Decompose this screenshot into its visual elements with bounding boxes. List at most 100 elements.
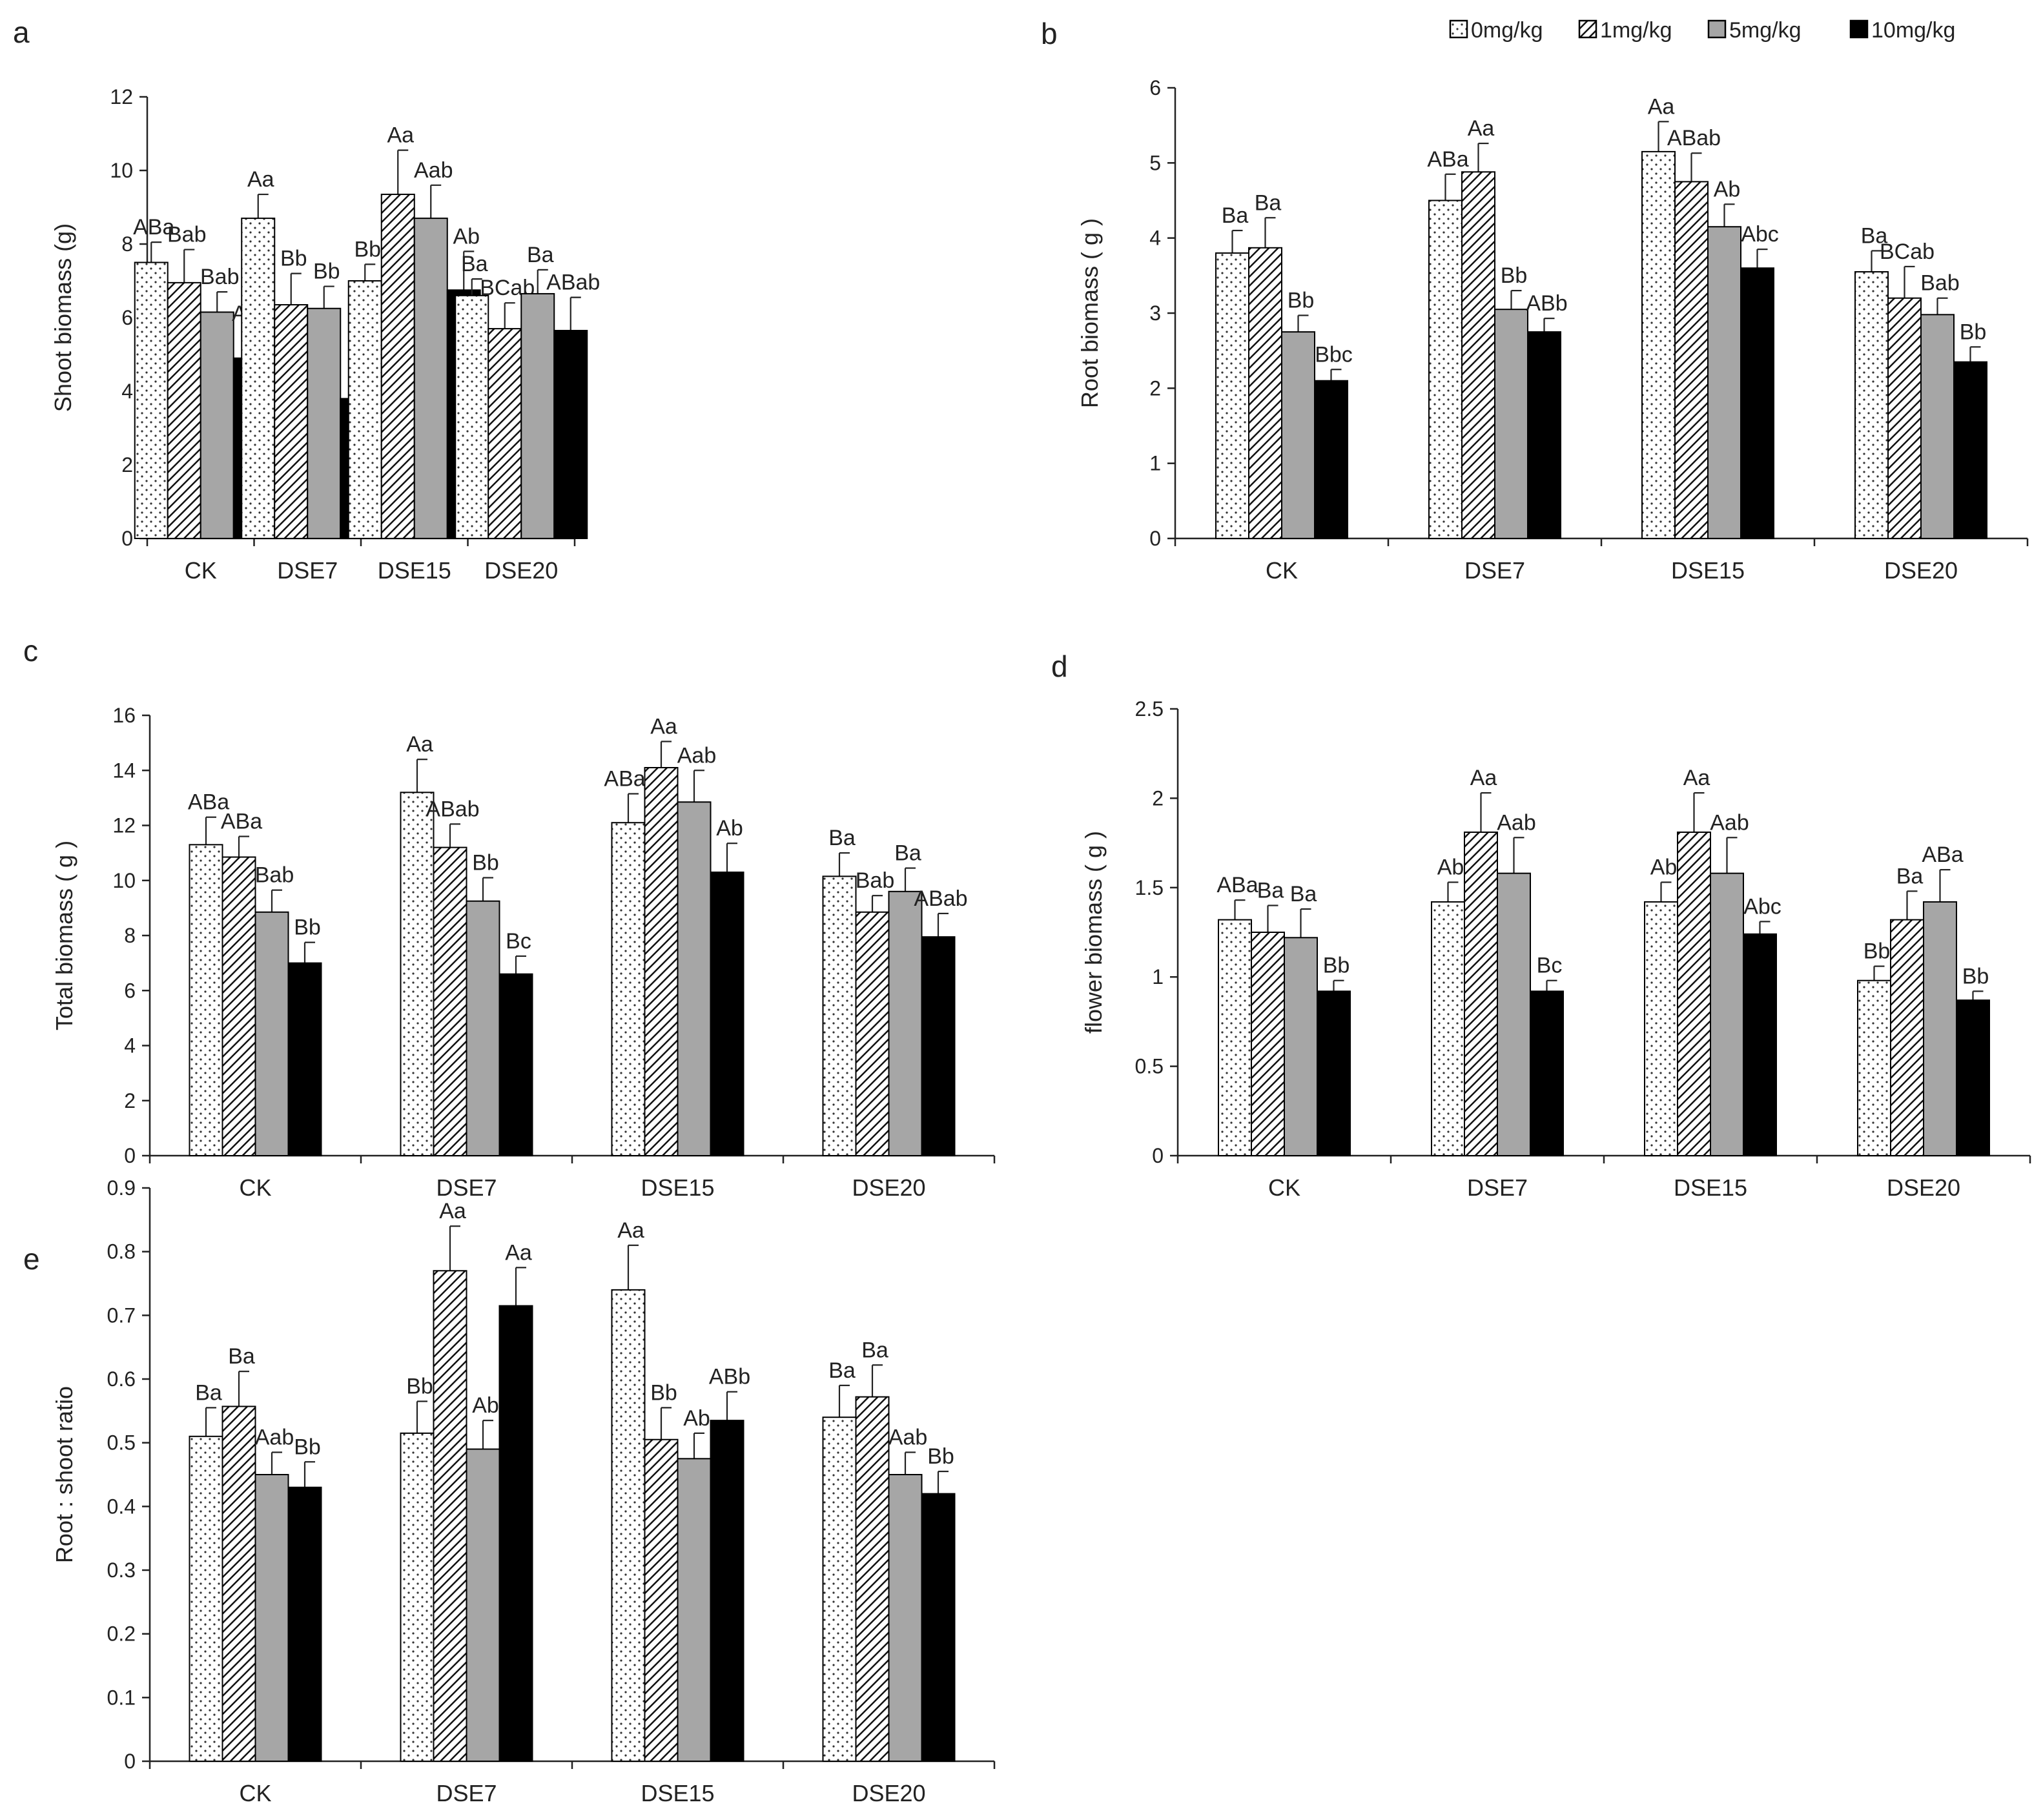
legend: 0mg/kg 1mg/kg 5mg/kg 10mg/kg: [1449, 18, 1955, 43]
y-tick-label: 0: [124, 1144, 136, 1167]
y-tick-label: 4: [124, 1034, 136, 1058]
y-tick-label: 1.5: [1135, 876, 1164, 899]
significance-label: Bb: [280, 247, 307, 271]
bar: [287, 962, 322, 1156]
bar: [1923, 901, 1957, 1156]
y-tick-label: 0: [1149, 527, 1161, 550]
significance-label: Ba: [828, 1358, 856, 1383]
bar: [1920, 314, 1955, 539]
significance-label: Aab: [1497, 810, 1536, 835]
significance-label: ABa: [1922, 843, 1963, 867]
x-category-label: DSE7: [436, 1174, 497, 1201]
significance-label: Ab: [683, 1406, 710, 1431]
bar: [274, 304, 309, 539]
chart-panel-e: e 0 0.1 0.2 0.3 0.4 0.5 0.6 0.7 0.8 0.9 Root : shoo…: [23, 1176, 996, 1806]
significance-label: Ba: [195, 1380, 222, 1405]
significance-label: ABa: [221, 810, 262, 834]
bar: [1527, 331, 1561, 539]
significance-label: Bb: [927, 1444, 954, 1469]
y-tick-label: 6: [1149, 76, 1161, 99]
bar: [1530, 990, 1564, 1156]
x-category-label: DSE7: [277, 557, 338, 584]
y-tick-label: 0.1: [107, 1686, 136, 1709]
y-axis-label: Root : shoot ratio: [51, 1386, 77, 1563]
bar: [710, 1420, 744, 1762]
bar: [134, 261, 169, 539]
significance-label: Bb: [1288, 288, 1315, 312]
legend-item: 1mg/kg: [1578, 18, 1672, 43]
y-tick-label: 1: [1152, 965, 1164, 988]
panel-label: a: [13, 15, 30, 49]
bar: [347, 280, 382, 539]
significance-label: Ba: [828, 826, 856, 850]
significance-label: Ba: [461, 252, 488, 276]
bar: [1317, 990, 1351, 1156]
significance-label: Bb: [354, 237, 381, 261]
bar: [498, 973, 533, 1157]
bar: [221, 1406, 256, 1763]
y-axis-label: Root biomass ( g ): [1076, 218, 1103, 408]
significance-label: Bb: [650, 1380, 677, 1405]
panel-label: e: [23, 1242, 40, 1276]
bar: [200, 311, 234, 539]
y-tick-label: 12: [112, 814, 136, 837]
significance-label: Aab: [255, 1425, 294, 1449]
significance-label: Ab: [453, 224, 480, 249]
y-axis-label: Total biomass ( g ): [51, 841, 77, 1030]
y-tick-label: 2: [1152, 786, 1164, 810]
bar: [1215, 252, 1249, 539]
legend-label: 5mg/kg: [1729, 18, 1802, 43]
significance-label: Ba: [1290, 882, 1317, 906]
significance-label: Aa: [247, 167, 274, 192]
y-tick-label: 2.5: [1135, 697, 1164, 721]
significance-label: Bb: [294, 915, 321, 940]
x-category-label: DSE15: [378, 557, 451, 584]
significance-label: Aa: [406, 732, 433, 757]
significance-label: Abc: [1741, 222, 1779, 247]
significance-label: Bab: [255, 863, 294, 888]
significance-label: ABa: [1217, 873, 1258, 897]
y-tick-label: 0.9: [107, 1176, 136, 1200]
bar: [822, 1416, 857, 1762]
bar: [822, 875, 857, 1156]
legend-label: 0mg/kg: [1471, 18, 1543, 43]
significance-label: Aa: [1470, 766, 1497, 790]
x-category-label: DSE20: [1887, 1174, 1960, 1201]
bar: [855, 911, 890, 1157]
significance-label: Aa: [387, 123, 414, 148]
y-tick-label: 3: [1149, 302, 1161, 325]
legend-label: 10mg/kg: [1871, 18, 1955, 43]
legend-swatch: [1849, 19, 1869, 39]
y-tick-label: 0: [121, 527, 133, 550]
bar: [1281, 331, 1315, 539]
bar: [1428, 199, 1463, 539]
bar: [1641, 150, 1676, 539]
panel-label: b: [1041, 17, 1058, 50]
y-tick-label: 0.5: [107, 1431, 136, 1455]
significance-label: ABa: [188, 790, 229, 815]
significance-label: Ba: [228, 1344, 255, 1369]
bar: [520, 292, 555, 539]
significance-label: Bb: [1501, 263, 1528, 288]
panel-label: d: [1051, 649, 1068, 683]
bar: [677, 801, 712, 1157]
significance-label: Ba: [1896, 864, 1924, 888]
legend-label: 1mg/kg: [1600, 18, 1672, 43]
panel-label: c: [23, 634, 38, 668]
significance-label: Bab: [856, 868, 895, 893]
bar: [1431, 901, 1465, 1156]
significance-label: Abc: [1743, 894, 1781, 919]
significance-label: Ba: [527, 243, 554, 267]
x-category-label: DSE15: [641, 1780, 714, 1806]
y-tick-label: 2: [1149, 376, 1161, 400]
bar: [921, 1493, 956, 1763]
bar: [189, 1435, 223, 1763]
legend-swatch: [1449, 19, 1468, 39]
bar: [455, 294, 489, 539]
bar: [1251, 932, 1285, 1156]
y-tick-label: 10: [110, 159, 133, 182]
significance-label: Ba: [1255, 190, 1282, 215]
significance-label: Bb: [1323, 954, 1350, 978]
significance-label: Bbc: [1315, 342, 1353, 367]
y-tick-label: 8: [121, 232, 133, 256]
